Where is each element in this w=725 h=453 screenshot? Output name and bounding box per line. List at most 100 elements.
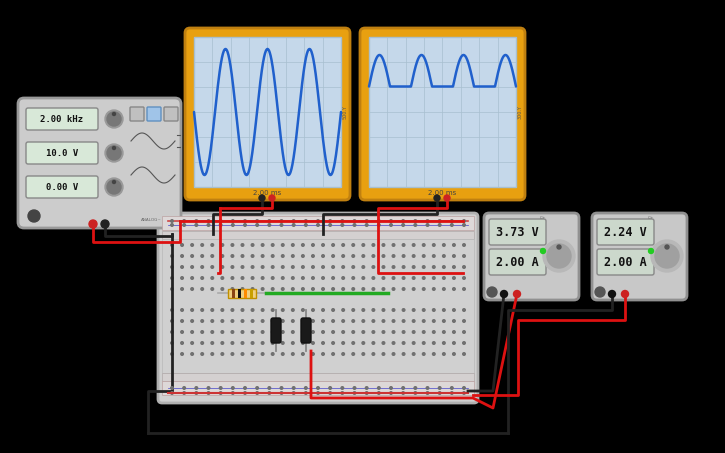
Circle shape — [665, 245, 669, 249]
Circle shape — [304, 220, 307, 222]
Circle shape — [322, 308, 324, 311]
Circle shape — [362, 353, 365, 355]
Circle shape — [241, 342, 244, 344]
Circle shape — [543, 240, 575, 272]
Circle shape — [170, 255, 173, 257]
Circle shape — [252, 244, 254, 246]
Circle shape — [271, 244, 274, 246]
Circle shape — [402, 266, 405, 268]
FancyBboxPatch shape — [185, 28, 350, 200]
Circle shape — [423, 255, 425, 257]
Circle shape — [302, 331, 304, 333]
Circle shape — [191, 320, 194, 322]
Circle shape — [382, 320, 385, 322]
Circle shape — [414, 224, 417, 226]
Circle shape — [211, 342, 214, 344]
FancyBboxPatch shape — [597, 249, 654, 275]
Circle shape — [332, 288, 334, 290]
Circle shape — [365, 392, 368, 394]
Circle shape — [390, 387, 392, 389]
Circle shape — [402, 392, 405, 394]
Circle shape — [392, 288, 395, 290]
Circle shape — [444, 195, 450, 201]
FancyBboxPatch shape — [360, 28, 525, 200]
Circle shape — [195, 392, 198, 394]
Circle shape — [452, 353, 455, 355]
Circle shape — [372, 320, 375, 322]
Circle shape — [402, 308, 405, 311]
Circle shape — [221, 308, 223, 311]
Circle shape — [256, 387, 259, 389]
Circle shape — [241, 244, 244, 246]
Circle shape — [413, 308, 415, 311]
Circle shape — [302, 244, 304, 246]
Circle shape — [413, 342, 415, 344]
Circle shape — [211, 244, 214, 246]
Text: ANALOG~: ANALOG~ — [141, 218, 162, 222]
Circle shape — [442, 277, 445, 280]
Circle shape — [201, 308, 204, 311]
Bar — [250, 289, 253, 298]
Circle shape — [28, 210, 40, 222]
Circle shape — [221, 353, 223, 355]
Circle shape — [332, 266, 334, 268]
Circle shape — [191, 255, 194, 257]
Bar — [232, 289, 235, 298]
Circle shape — [332, 331, 334, 333]
Circle shape — [170, 266, 173, 268]
Circle shape — [221, 277, 223, 280]
Circle shape — [557, 245, 561, 249]
Circle shape — [292, 392, 295, 394]
Circle shape — [463, 387, 465, 389]
Circle shape — [382, 255, 385, 257]
Circle shape — [413, 288, 415, 290]
Circle shape — [183, 387, 186, 389]
Circle shape — [207, 387, 210, 389]
Circle shape — [170, 277, 173, 280]
Circle shape — [252, 331, 254, 333]
Circle shape — [312, 288, 314, 290]
Circle shape — [341, 387, 344, 389]
Circle shape — [352, 308, 355, 311]
Text: 0.00 V: 0.00 V — [46, 183, 78, 192]
Circle shape — [433, 277, 435, 280]
Circle shape — [291, 342, 294, 344]
Circle shape — [426, 392, 428, 394]
Circle shape — [362, 255, 365, 257]
Circle shape — [648, 249, 653, 254]
Circle shape — [378, 220, 380, 222]
Circle shape — [322, 331, 324, 333]
Bar — [228, 289, 256, 298]
Circle shape — [463, 266, 465, 268]
Circle shape — [112, 180, 115, 183]
Circle shape — [332, 277, 334, 280]
Circle shape — [312, 320, 314, 322]
Circle shape — [423, 342, 425, 344]
Circle shape — [207, 220, 210, 222]
Circle shape — [329, 387, 331, 389]
Circle shape — [372, 353, 375, 355]
Text: 3.73 V: 3.73 V — [496, 226, 539, 238]
Circle shape — [261, 277, 264, 280]
Circle shape — [281, 342, 284, 344]
Circle shape — [463, 244, 465, 246]
Circle shape — [281, 244, 284, 246]
Circle shape — [382, 353, 385, 355]
Circle shape — [241, 255, 244, 257]
Circle shape — [271, 266, 274, 268]
Circle shape — [651, 240, 683, 272]
Text: 2.00 A: 2.00 A — [496, 255, 539, 269]
Circle shape — [426, 387, 428, 389]
Circle shape — [312, 244, 314, 246]
Bar — [162, 231, 474, 239]
Circle shape — [463, 308, 465, 311]
Circle shape — [423, 244, 425, 246]
Circle shape — [201, 288, 204, 290]
Circle shape — [170, 224, 173, 226]
Bar — [162, 216, 474, 230]
Circle shape — [433, 353, 435, 355]
Circle shape — [442, 288, 445, 290]
Circle shape — [211, 288, 214, 290]
Circle shape — [170, 392, 173, 394]
Circle shape — [252, 353, 254, 355]
